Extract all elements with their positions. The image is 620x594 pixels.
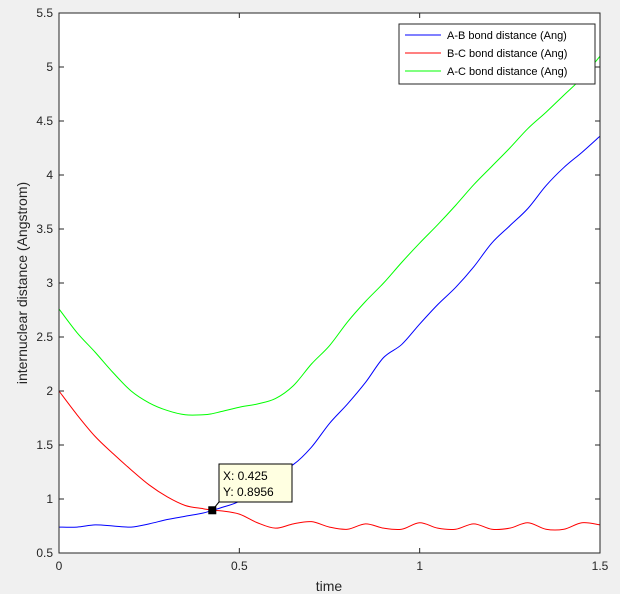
legend-label: B-C bond distance (Ang) <box>447 48 567 60</box>
legend-box <box>398 23 596 85</box>
ticks-layer: 0 0.5 1 1.50.511.522.533.544.555.5 <box>36 6 608 573</box>
y-axis-label: internuclear distance (Angstrom) <box>14 182 30 384</box>
legend[interactable]: A-B bond distance (Ang) B-C bond distance… <box>398 23 596 85</box>
y-tick-label: 5.5 <box>36 6 53 20</box>
x-tick-label: 0 <box>56 559 63 573</box>
datatip-box <box>218 463 293 503</box>
legend-label: A-B bond distance (Ang) <box>447 30 567 42</box>
x-tick-label: 1.5 <box>592 559 609 573</box>
series-line-0 <box>58 135 601 528</box>
plot-area <box>59 13 600 553</box>
series-line-1 <box>58 390 601 531</box>
x-axis-label: time <box>316 578 343 594</box>
x-tick-label: 0.5 <box>231 559 248 573</box>
y-tick-label: 1.5 <box>36 438 53 452</box>
y-tick-label: 2.5 <box>36 330 53 344</box>
datatip-marker[interactable] <box>208 506 217 515</box>
series-layer <box>58 55 601 531</box>
y-tick-label: 5 <box>46 60 53 74</box>
legend-label: A-C bond distance (Ang) <box>447 66 567 78</box>
y-tick-label: 4.5 <box>36 114 53 128</box>
datatip-y-text: Y: 0.8956 <box>223 485 274 499</box>
series-line-2 <box>58 55 601 416</box>
y-tick-label: 4 <box>46 168 53 182</box>
y-tick-label: 0.5 <box>36 546 53 560</box>
y-tick-label: 3.5 <box>36 222 53 236</box>
datatip[interactable]: X: 0.425 Y: 0.8956 <box>208 463 293 515</box>
x-tick-label: 1 <box>416 559 423 573</box>
y-tick-label: 3 <box>46 276 53 290</box>
datatip-x-text: X: 0.425 <box>223 469 268 483</box>
y-tick-label: 1 <box>46 492 53 506</box>
y-tick-label: 2 <box>46 384 53 398</box>
